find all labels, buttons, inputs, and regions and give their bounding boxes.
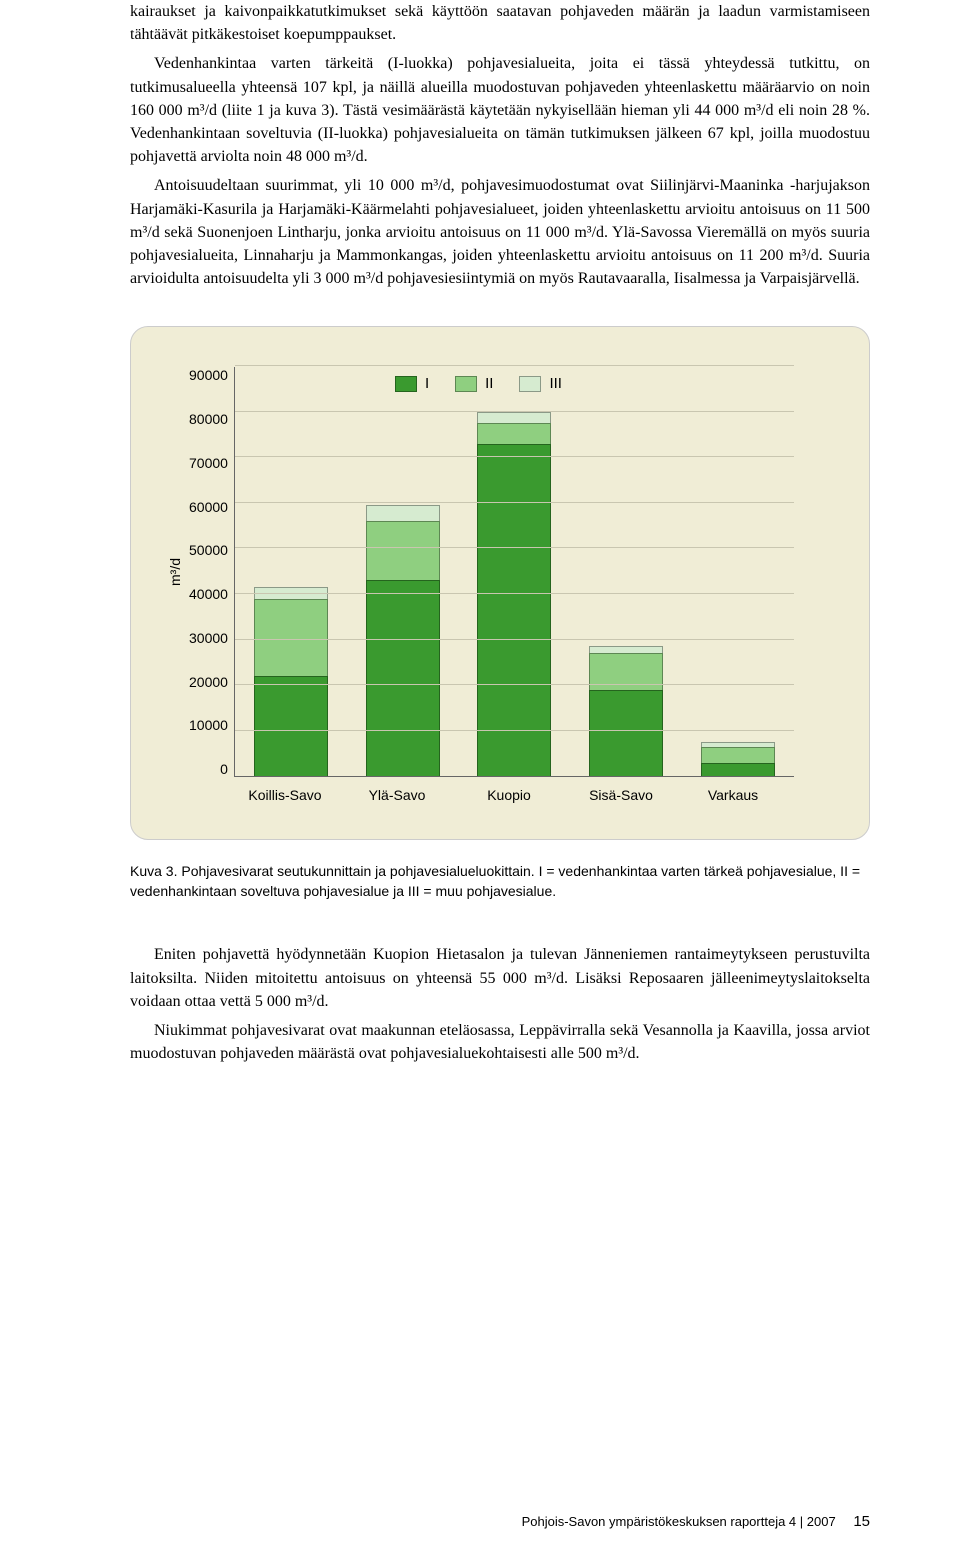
gridline [235, 684, 794, 685]
x-tick: Koillis-Savo [240, 787, 330, 803]
bar-segment [701, 763, 775, 777]
para2: Vedenhankintaa varten tärkeitä (I-luokka… [130, 52, 870, 168]
para3: Antoisuudeltaan suurimmat, yli 10 000 m³… [130, 174, 870, 290]
para5: Niukimmat pohjavesivarat ovat maakunnan … [130, 1019, 870, 1065]
x-tick: Sisä-Savo [576, 787, 666, 803]
x-tick: Varkaus [688, 787, 778, 803]
footer-page-number: 15 [853, 1513, 870, 1530]
gridline [235, 730, 794, 731]
x-tick: Ylä-Savo [352, 787, 442, 803]
bar-group [366, 505, 440, 776]
y-tick: 70000 [189, 455, 228, 471]
bar-group [254, 587, 328, 776]
bar-segment [477, 412, 551, 423]
plot-area: IIIIII [234, 367, 794, 777]
bar-segment [701, 747, 775, 763]
y-axis-ticks: 90000 80000 70000 60000 50000 40000 30000 20000… [189, 367, 234, 777]
chart-container: m³/d 90000 80000 70000 60000 50000 40000 30000… [130, 326, 870, 840]
para4: Eniten pohjavettä hyödynnetään Kuopion H… [130, 943, 870, 1013]
gridline [235, 593, 794, 594]
y-tick: 80000 [189, 411, 228, 427]
x-tick: Kuopio [464, 787, 554, 803]
bar-segment [366, 521, 440, 580]
bar-group [477, 412, 551, 776]
bar-group [589, 646, 663, 776]
y-tick: 40000 [189, 586, 228, 602]
gridline [235, 639, 794, 640]
bar-group [701, 742, 775, 776]
figure-caption: Kuva 3. Pohjavesivarat seutukunnittain j… [130, 862, 870, 901]
footer-publication: Pohjois-Savon ympäristökeskuksen raportt… [522, 1514, 836, 1529]
gridline [235, 365, 794, 366]
bar-segment [254, 599, 328, 676]
bar-segment [254, 676, 328, 776]
y-tick: 60000 [189, 499, 228, 515]
y-tick: 20000 [189, 674, 228, 690]
gridline [235, 502, 794, 503]
bar-segment [589, 690, 663, 777]
bar-segment [589, 646, 663, 653]
y-tick: 90000 [189, 367, 228, 383]
gridline [235, 456, 794, 457]
y-tick: 30000 [189, 630, 228, 646]
y-tick: 10000 [189, 717, 228, 733]
page-footer: Pohjois-Savon ympäristökeskuksen raportt… [522, 1513, 870, 1530]
gridline [235, 411, 794, 412]
y-tick: 0 [189, 761, 228, 777]
bar-segment [477, 444, 551, 777]
x-axis-ticks: Koillis-Savo Ylä-Savo Kuopio Sisä-Savo Varka… [229, 787, 789, 803]
gridline [235, 547, 794, 548]
y-tick: 50000 [189, 542, 228, 558]
bar-segment [477, 423, 551, 444]
bar-segment [366, 580, 440, 776]
bar-segment [366, 505, 440, 521]
para1: kairaukset ja kaivonpaikkatutkimukset se… [130, 0, 870, 46]
y-axis-label: m³/d [167, 558, 183, 586]
